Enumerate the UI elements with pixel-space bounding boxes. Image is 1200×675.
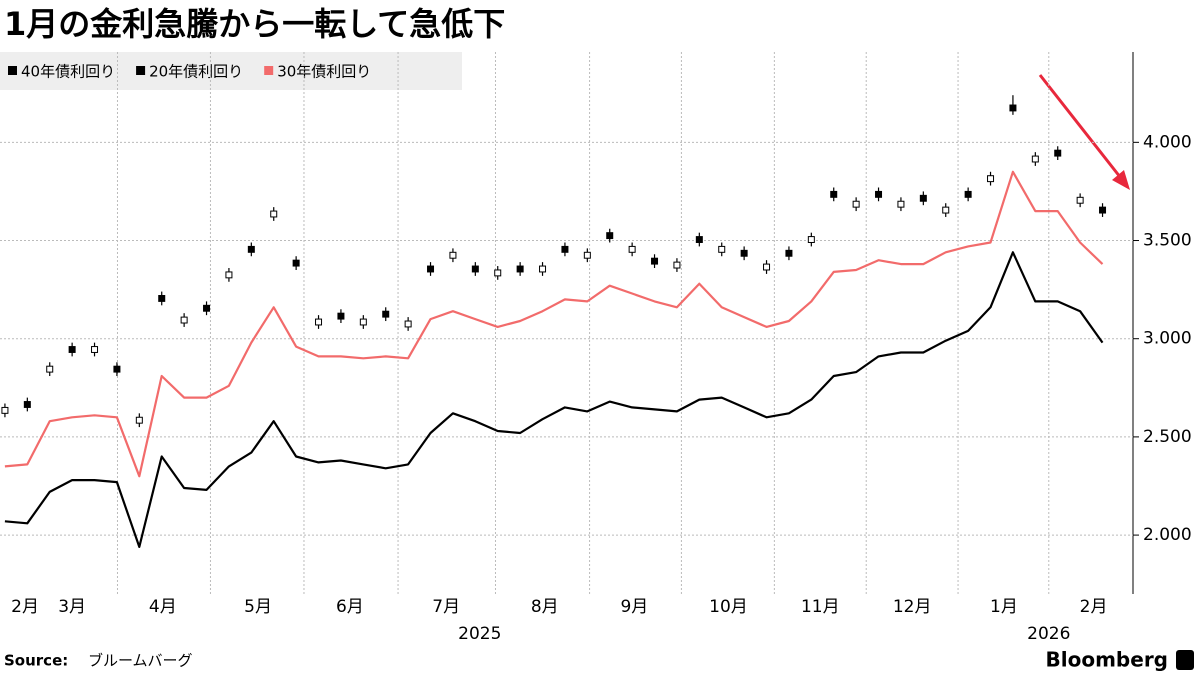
legend-marker bbox=[8, 66, 17, 75]
candle-body bbox=[46, 365, 54, 373]
candle-body bbox=[427, 265, 435, 273]
candle-body bbox=[964, 190, 972, 198]
candle-body bbox=[494, 269, 502, 277]
candle-body bbox=[68, 346, 76, 353]
legend-label: 20年債利回り bbox=[149, 63, 243, 81]
source: ブルームバーグ bbox=[88, 652, 193, 670]
y-tick-label: 3.500 bbox=[1143, 231, 1192, 251]
candle-body bbox=[449, 251, 457, 259]
candle-body bbox=[763, 263, 771, 271]
candle-body bbox=[718, 245, 726, 253]
candle-body bbox=[23, 401, 31, 408]
candle-body bbox=[1054, 149, 1062, 157]
candle-body bbox=[852, 200, 860, 208]
candle-body bbox=[942, 206, 950, 214]
candle-body bbox=[359, 318, 367, 326]
candle-body bbox=[1099, 206, 1107, 214]
x-tick-label: 6月 bbox=[336, 597, 364, 617]
candle-body bbox=[673, 261, 681, 269]
series-line bbox=[4, 251, 1104, 548]
candle-body bbox=[651, 257, 659, 265]
candle-body bbox=[785, 249, 793, 257]
candle-body bbox=[180, 316, 188, 324]
candle-body bbox=[91, 346, 99, 353]
x-tick-label: 10月 bbox=[709, 597, 748, 617]
candle-body bbox=[247, 245, 255, 253]
candle-body bbox=[315, 318, 323, 326]
series-line bbox=[4, 170, 1104, 478]
candle-body bbox=[1, 406, 9, 414]
candle-body bbox=[606, 232, 614, 240]
source-label: Source: bbox=[4, 652, 68, 670]
candle-body bbox=[919, 194, 927, 202]
x-tick-label: 9月 bbox=[620, 597, 648, 617]
candle-body bbox=[471, 265, 479, 273]
x-tick-label: 2月 bbox=[1080, 597, 1108, 617]
grid-layer bbox=[0, 52, 1133, 594]
legend-label: 40年債利回り bbox=[21, 63, 115, 81]
legend-marker bbox=[136, 66, 146, 75]
y-tick-label: 2.500 bbox=[1143, 427, 1192, 447]
candle-body bbox=[516, 265, 524, 273]
candle-body bbox=[404, 320, 412, 328]
candle-body bbox=[337, 312, 345, 320]
candle-body bbox=[987, 175, 995, 183]
candle-body bbox=[225, 271, 233, 279]
legend-marker bbox=[264, 66, 274, 75]
x-tick-label: 12月 bbox=[893, 597, 932, 617]
candle-body bbox=[292, 259, 300, 267]
candle-body bbox=[561, 245, 569, 253]
legend: 40年債利回り 20年債利回り 30年債利回り bbox=[8, 63, 371, 81]
candle-body bbox=[1076, 196, 1084, 204]
x-tick-label: 3月 bbox=[58, 597, 86, 617]
candle-body bbox=[740, 249, 748, 257]
candle-body bbox=[695, 236, 703, 243]
year-label: 2026 bbox=[1027, 624, 1070, 644]
candle-body bbox=[270, 210, 278, 218]
candle-body bbox=[583, 251, 591, 259]
y-tick-label: 2.000 bbox=[1143, 525, 1192, 545]
x-tick-label: 7月 bbox=[432, 597, 460, 617]
brand: Bloomberg bbox=[1046, 648, 1168, 672]
x-tick-label: 2月 bbox=[11, 597, 39, 617]
brand-icon bbox=[1176, 650, 1194, 670]
x-tick-label: 4月 bbox=[149, 597, 177, 617]
year-label: 2025 bbox=[458, 624, 501, 644]
candle-body bbox=[203, 304, 211, 312]
candle-body bbox=[135, 416, 143, 424]
legend-label: 30年債利回り bbox=[277, 63, 371, 81]
candle-body bbox=[897, 200, 905, 208]
candle-body bbox=[628, 245, 636, 253]
candle-body bbox=[113, 365, 121, 373]
x-tick-label: 5月 bbox=[244, 597, 272, 617]
annotation-arrowhead bbox=[1112, 170, 1130, 190]
x-tick-label: 8月 bbox=[531, 597, 559, 617]
candle-body bbox=[875, 190, 883, 198]
x-tick-label: 1月 bbox=[990, 597, 1018, 617]
x-tick-label: 11月 bbox=[801, 597, 840, 617]
annotation-arrow bbox=[1038, 74, 1126, 183]
candle-body bbox=[382, 310, 390, 318]
legend-box bbox=[0, 52, 462, 90]
candle-body bbox=[830, 190, 838, 198]
chart-title: 1月の金利急騰から一転して急低下 bbox=[4, 5, 505, 43]
y-tick-label: 3.000 bbox=[1143, 329, 1192, 349]
candle-body bbox=[539, 265, 547, 273]
candle-body bbox=[1031, 155, 1039, 163]
candle-body bbox=[1009, 104, 1017, 112]
candle-body bbox=[807, 236, 815, 243]
candle-body bbox=[158, 295, 166, 302]
y-tick-label: 4.000 bbox=[1143, 132, 1192, 152]
